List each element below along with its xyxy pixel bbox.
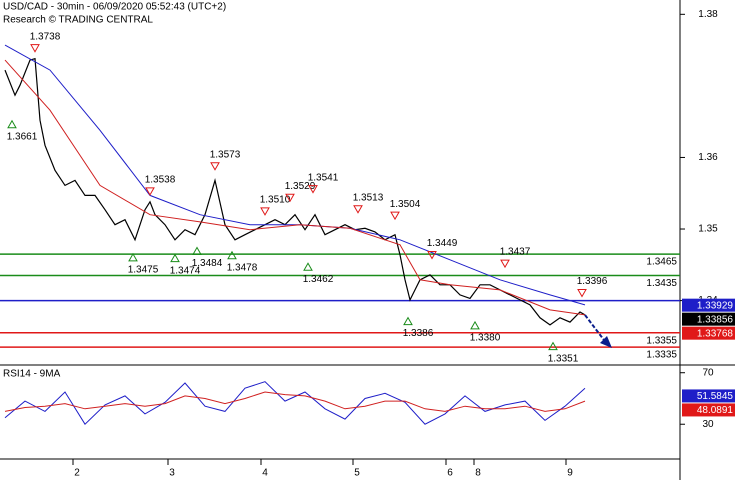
- low-marker: [128, 252, 138, 262]
- high-label: 1.3396: [577, 276, 608, 287]
- panel-title: RSI14 - 9MA: [3, 369, 61, 380]
- last-value-box: [682, 326, 735, 340]
- high-label: 1.3573: [210, 149, 241, 160]
- high-marker: [353, 205, 363, 214]
- low-label: 1.3484: [192, 258, 223, 269]
- high-marker: [260, 207, 270, 216]
- low-label: 1.3475: [128, 265, 159, 276]
- low-label: 1.3351: [548, 353, 579, 364]
- y-tick-label: 30: [702, 419, 714, 430]
- last-value-box: [682, 312, 735, 326]
- low-label: 1.3462: [303, 274, 334, 285]
- low-marker: [7, 119, 17, 129]
- high-label: 1.3538: [145, 174, 176, 185]
- level-label: 1.3355: [646, 335, 677, 346]
- y-tick-label: 1.36: [698, 152, 718, 163]
- high-marker: [285, 193, 295, 203]
- forecast-arrow: [584, 314, 608, 345]
- high-label: 1.3437: [500, 247, 531, 258]
- high-marker: [390, 211, 400, 221]
- x-tick-label: 2: [74, 468, 80, 479]
- y-tick-label: 1.38: [698, 9, 718, 20]
- high-label: 1.3449: [427, 238, 458, 249]
- low-marker: [227, 250, 237, 260]
- last-value-label: 51.5845: [697, 391, 734, 402]
- low-marker: [192, 246, 202, 255]
- series-line: [4, 59, 586, 316]
- arrow-head: [600, 336, 612, 348]
- chart-title: USD/CAD - 30min - 06/09/2020 05:52:43 (U…: [3, 2, 226, 13]
- high-marker: [577, 288, 587, 298]
- level-label: 1.3465: [646, 257, 677, 268]
- low-marker: [403, 316, 413, 326]
- low-marker: [303, 262, 313, 271]
- low-label: 1.3474: [170, 265, 201, 276]
- last-value-label: 1.33929: [697, 300, 734, 311]
- high-label: 1.3738: [30, 31, 61, 42]
- high-label: 1.3510: [260, 195, 291, 206]
- low-label: 1.3380: [470, 333, 501, 344]
- x-tick-label: 4: [262, 468, 268, 479]
- x-tick-label: 5: [354, 468, 360, 479]
- plot-layer: 1.341.351.361.381.34651.34351.33551.3335…: [0, 9, 735, 479]
- low-marker: [170, 253, 180, 263]
- low-marker: [548, 341, 558, 351]
- x-tick-label: 9: [567, 468, 573, 479]
- y-tick-label: 1.35: [698, 224, 718, 235]
- last-value-label: 1.33768: [697, 328, 734, 339]
- high-marker: [210, 162, 220, 171]
- x-tick-label: 3: [169, 468, 175, 479]
- last-value-label: 48.0891: [697, 405, 734, 416]
- x-tick-label: 6: [447, 468, 453, 479]
- high-marker: [30, 44, 40, 53]
- y-tick-label: 70: [702, 367, 714, 378]
- last-value-box: [682, 403, 735, 417]
- high-marker: [427, 251, 437, 260]
- last-value-box: [682, 389, 735, 403]
- low-label: 1.3661: [7, 131, 38, 142]
- last-value-label: 1.33856: [697, 314, 734, 325]
- level-label: 1.3435: [646, 278, 677, 289]
- last-value-box: [682, 298, 735, 312]
- high-label: 1.3529: [285, 181, 316, 192]
- series-line: [4, 391, 586, 412]
- high-label: 1.3513: [353, 192, 384, 203]
- x-tick-label: 8: [475, 468, 481, 479]
- high-label: 1.3541: [308, 172, 339, 183]
- series-line: [4, 57, 586, 326]
- chart-subtitle: Research © TRADING CENTRAL: [3, 15, 153, 26]
- low-label: 1.3386: [403, 328, 434, 339]
- high-marker: [308, 185, 318, 194]
- low-label: 1.3478: [227, 262, 258, 273]
- low-marker: [470, 320, 480, 330]
- series-line: [4, 381, 586, 425]
- high-label: 1.3504: [390, 199, 421, 210]
- level-label: 1.3335: [646, 350, 677, 361]
- high-marker: [500, 259, 510, 269]
- high-marker: [145, 187, 155, 196]
